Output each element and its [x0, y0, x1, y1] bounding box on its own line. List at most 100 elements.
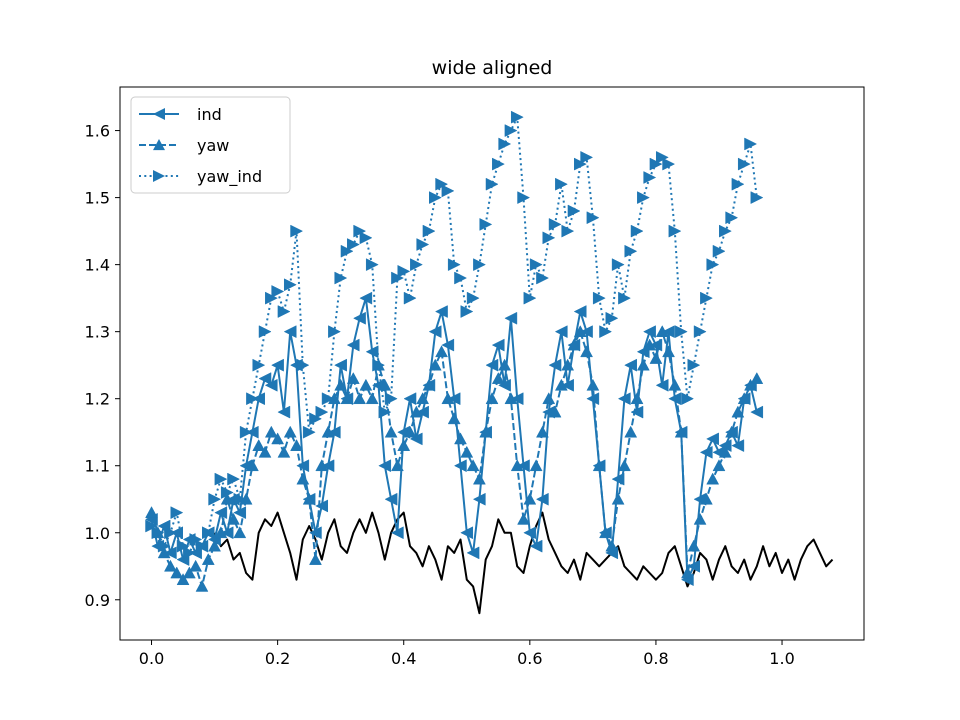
data-point-ind-69: [580, 325, 593, 339]
data-point-yaw-85: [681, 566, 694, 579]
data-point-ind-19: [264, 378, 278, 392]
data-point-yaw-ind-13: [227, 472, 241, 486]
data-point-yaw-ind-39: [391, 271, 404, 285]
data-point-yaw-ind-65: [555, 177, 568, 191]
data-point-yaw-24: [296, 472, 310, 485]
data-point-yaw-19: [264, 425, 278, 438]
data-point-yaw-13: [227, 512, 240, 525]
data-point-yaw-64: [548, 405, 562, 418]
data-point-yaw-60: [523, 492, 537, 505]
legend-entry-yaw-ind: yaw_ind: [139, 167, 262, 187]
data-point-ind-59: [516, 459, 530, 473]
data-point-ind-3: [163, 546, 177, 560]
data-point-yaw-ind-81: [655, 150, 669, 164]
data-point-yaw-76: [624, 425, 638, 438]
data-point-yaw-71: [592, 459, 606, 472]
data-point-yaw-ind-75: [618, 291, 631, 305]
data-point-ind-33: [353, 311, 366, 325]
data-point-ind-52: [472, 492, 486, 506]
data-point-yaw-81: [655, 325, 669, 338]
legend-label-ind: ind: [197, 105, 222, 124]
data-point-yaw-23: [290, 439, 303, 451]
data-point-yaw-59: [517, 512, 530, 525]
series-yaw: [145, 325, 764, 592]
data-point-yaw-0: [145, 506, 158, 518]
data-point-yaw-ind-77: [630, 224, 644, 238]
data-point-ind-60: [523, 526, 537, 540]
data-point-ind-12: [220, 526, 234, 540]
data-point-yaw-ind-85: [681, 392, 695, 406]
data-point-yaw-ind-9: [202, 526, 215, 540]
data-point-ind-88: [699, 445, 713, 459]
data-point-yaw-61: [529, 459, 543, 472]
data-point-yaw-22: [283, 425, 297, 438]
legend-marker-yaw-ind: [153, 170, 165, 182]
data-point-yaw-ind-95: [744, 137, 758, 151]
data-point-yaw-ind-40: [397, 264, 411, 278]
data-point-yaw-ind-1: [151, 526, 165, 540]
data-point-yaw-66: [561, 358, 575, 371]
data-point-yaw-ind-71: [592, 291, 606, 305]
series-ind: [144, 291, 764, 587]
data-point-yaw-ind-41: [403, 291, 417, 305]
data-point-yaw-47: [441, 392, 455, 405]
data-point-yaw-90: [712, 459, 726, 472]
data-point-yaw-96: [750, 372, 764, 384]
data-point-ind-42: [409, 432, 423, 446]
data-point-ind-26: [308, 526, 322, 540]
data-point-ind-61: [529, 539, 543, 553]
y-tick-label: 1.6: [85, 122, 110, 141]
legend-marker-ind: [153, 108, 165, 120]
data-point-yaw-89: [706, 472, 720, 485]
data-point-yaw-48: [447, 412, 461, 425]
data-point-yaw-ind-45: [429, 191, 442, 205]
data-point-ind-75: [617, 392, 631, 406]
data-point-yaw-ind-47: [441, 184, 455, 198]
data-point-yaw-ind-21: [277, 305, 291, 318]
data-point-ind-49: [453, 459, 467, 473]
data-point-yaw-55: [491, 372, 505, 384]
data-point-ind-76: [624, 358, 637, 372]
data-point-yaw-ind-26: [309, 412, 323, 426]
data-point-ind-64: [548, 358, 562, 372]
data-point-yaw-ind-56: [498, 137, 512, 151]
data-point-yaw-ind-67: [567, 204, 581, 218]
data-point-yaw-63: [542, 392, 556, 405]
data-point-yaw-43: [416, 392, 430, 405]
data-point-yaw-9: [201, 553, 215, 565]
data-point-ind-54: [485, 358, 499, 372]
data-point-yaw-31: [340, 392, 354, 405]
data-point-yaw-ind-87: [693, 325, 707, 339]
data-point-yaw-ind-2: [157, 539, 171, 553]
y-tick-label: 1.3: [85, 323, 110, 342]
data-point-yaw-ind-11: [214, 472, 228, 486]
data-point-yaw-ind-88: [700, 291, 713, 305]
data-point-ind-32: [346, 338, 360, 352]
data-point-yaw-38: [384, 425, 398, 438]
data-point-yaw-65: [554, 378, 568, 391]
data-point-yaw-39: [391, 459, 404, 472]
y-tick-label: 0.9: [85, 591, 110, 610]
data-point-yaw-74: [611, 492, 625, 505]
data-point-yaw-73: [605, 539, 619, 552]
data-point-ind-79: [643, 325, 656, 339]
data-point-yaw-ind-35: [365, 258, 379, 272]
data-point-yaw-ind-66: [561, 224, 575, 238]
y-tick-label: 1.0: [85, 524, 110, 543]
data-point-yaw-ind-92: [725, 211, 739, 225]
data-point-yaw-49: [454, 432, 467, 445]
data-point-yaw-ind-48: [447, 258, 461, 272]
data-point-yaw-58: [510, 459, 524, 472]
data-point-yaw-ind-96: [750, 191, 764, 205]
data-point-yaw-ind-7: [189, 533, 203, 546]
data-point-yaw-ind-55: [492, 157, 505, 171]
data-point-yaw-35: [365, 392, 379, 405]
data-point-yaw-ind-83: [668, 224, 682, 238]
x-tick-label: 0.2: [265, 649, 290, 668]
data-point-yaw-ind-32: [347, 238, 360, 251]
data-point-yaw-ind-22: [283, 278, 297, 292]
legend-label-yaw-ind: yaw_ind: [197, 167, 262, 187]
data-point-yaw-16: [245, 459, 259, 472]
data-point-ind-27: [315, 499, 329, 513]
plot-area: [144, 110, 834, 615]
